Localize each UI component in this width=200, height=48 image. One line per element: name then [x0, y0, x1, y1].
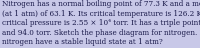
- Text: Nitrogen has a normal boiling point of 77.3 K and a melting point
(at 1 atm) of : Nitrogen has a normal boiling point of 7…: [2, 0, 200, 46]
